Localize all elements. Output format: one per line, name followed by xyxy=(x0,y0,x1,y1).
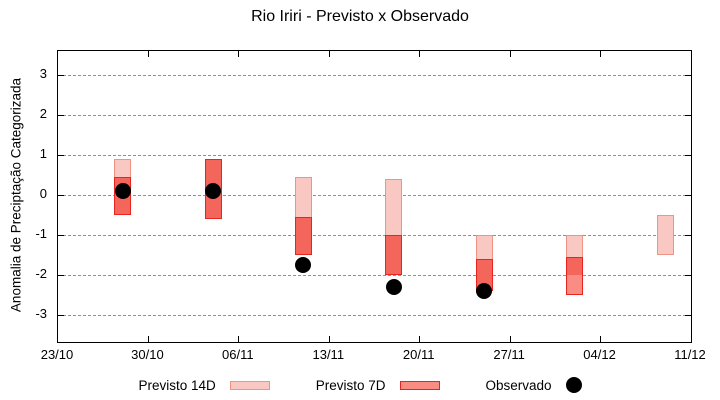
gridline xyxy=(58,274,691,276)
previsto7-bar-border xyxy=(566,257,584,295)
x-tick-mark xyxy=(600,51,602,57)
x-tick-label: 13/11 xyxy=(312,347,345,362)
y-tick-mark xyxy=(58,234,64,236)
legend-item: Previsto 14D xyxy=(138,377,270,393)
y-tick-label: 0 xyxy=(39,186,47,201)
x-tick-mark xyxy=(600,336,602,342)
legend-item: Previsto 7D xyxy=(316,378,440,393)
previsto7-bar-border xyxy=(294,217,312,255)
previsto-overlap-fill xyxy=(294,217,312,255)
y-tick-mark xyxy=(58,194,64,196)
y-tick-label: 2 xyxy=(39,106,47,121)
gridline xyxy=(58,154,691,156)
gridline xyxy=(58,234,691,236)
gridline xyxy=(58,74,691,76)
legend-label: Observado xyxy=(485,377,552,393)
y-tick-label: -3 xyxy=(35,306,47,321)
legend-swatch-box xyxy=(399,380,440,390)
y-tick-mark xyxy=(685,234,691,236)
x-tick-label: 06/11 xyxy=(222,347,254,362)
previsto7-bar-border xyxy=(114,177,132,215)
y-tick-mark xyxy=(58,154,64,156)
observado-dot xyxy=(295,257,312,273)
y-tick-label: -1 xyxy=(35,226,47,241)
y-tick-label: 3 xyxy=(39,66,47,81)
y-tick-mark xyxy=(685,74,691,76)
y-tick-mark xyxy=(58,74,64,76)
observado-dot xyxy=(476,283,493,299)
y-tick-mark xyxy=(685,274,691,276)
gridline xyxy=(58,114,691,116)
x-tick-mark xyxy=(509,336,511,342)
y-tick-label: -2 xyxy=(35,266,47,281)
previsto7-fill xyxy=(566,275,584,295)
x-tick-label: 11/12 xyxy=(674,347,706,362)
y-tick-mark xyxy=(685,314,691,316)
x-tick-mark xyxy=(238,51,240,57)
legend-label: Previsto 14D xyxy=(138,377,216,393)
y-tick-mark xyxy=(685,194,691,196)
previsto14-bar xyxy=(656,215,674,255)
y-tick-label: 1 xyxy=(39,146,47,161)
previsto-overlap-fill xyxy=(566,257,584,275)
x-tick-label: 27/11 xyxy=(493,347,525,362)
x-tick-label: 23/10 xyxy=(40,347,74,362)
x-tick-mark xyxy=(328,51,330,57)
legend-label: Previsto 7D xyxy=(315,377,386,393)
previsto-overlap-fill xyxy=(385,235,403,275)
x-tick-mark xyxy=(238,336,240,342)
x-tick-mark xyxy=(509,51,511,57)
observado-dot xyxy=(205,183,222,199)
observado-dot xyxy=(114,183,131,199)
y-tick-mark xyxy=(58,274,64,276)
y-tick-mark xyxy=(685,154,691,156)
gridline xyxy=(58,194,691,196)
legend: Previsto 14D Previsto 7D Observado xyxy=(0,374,720,396)
x-tick-label: 20/11 xyxy=(402,347,435,362)
legend-swatch-box xyxy=(229,380,270,390)
plot-area xyxy=(57,50,692,343)
x-tick-label: 30/10 xyxy=(131,347,164,362)
x-tick-mark xyxy=(419,336,421,342)
x-tick-mark xyxy=(328,336,330,342)
y-tick-mark xyxy=(685,114,691,116)
x-tick-mark xyxy=(147,336,149,342)
x-tick-mark xyxy=(147,51,149,57)
y-tick-mark xyxy=(58,114,64,116)
legend-item: Observado xyxy=(486,377,582,393)
previsto7-bar-border xyxy=(385,235,403,275)
y-tick-mark xyxy=(58,314,64,316)
observado-dot xyxy=(385,279,402,295)
x-tick-label: 04/12 xyxy=(583,347,616,362)
gridline xyxy=(58,314,691,316)
chart-title: Rio Iriri - Previsto x Observado xyxy=(251,8,469,25)
x-tick-mark xyxy=(419,51,421,57)
legend-swatch-dot xyxy=(565,377,582,393)
